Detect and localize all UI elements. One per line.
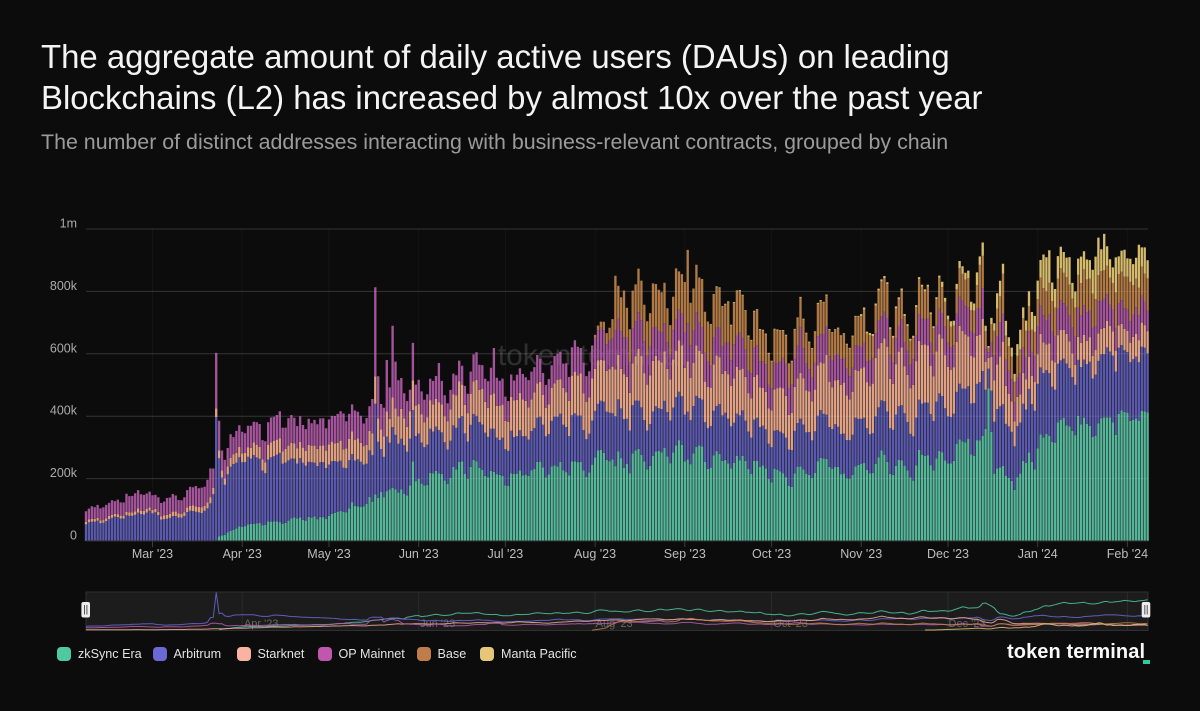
svg-text:Apr '23: Apr '23	[223, 547, 262, 561]
svg-text:Jan '24: Jan '24	[1018, 547, 1058, 561]
svg-text:Oct '23: Oct '23	[752, 547, 791, 561]
svg-text:Jun '23: Jun '23	[399, 547, 439, 561]
svg-text:Dec '23: Dec '23	[927, 547, 969, 561]
svg-text:Feb '24: Feb '24	[1107, 547, 1148, 561]
svg-text:600k: 600k	[50, 341, 78, 355]
svg-text:400k: 400k	[50, 404, 78, 418]
svg-text:1m: 1m	[60, 217, 77, 231]
svg-text:Jul '23: Jul '23	[488, 547, 524, 561]
svg-text:0: 0	[70, 529, 77, 543]
svg-text:May '23: May '23	[307, 547, 350, 561]
svg-text:Nov '23: Nov '23	[840, 547, 882, 561]
svg-text:Mar '23: Mar '23	[132, 547, 173, 561]
svg-text:Aug '23: Aug '23	[574, 547, 616, 561]
svg-text:Sep '23: Sep '23	[664, 547, 706, 561]
svg-text:200k: 200k	[50, 466, 78, 480]
svg-text:800k: 800k	[50, 279, 78, 293]
